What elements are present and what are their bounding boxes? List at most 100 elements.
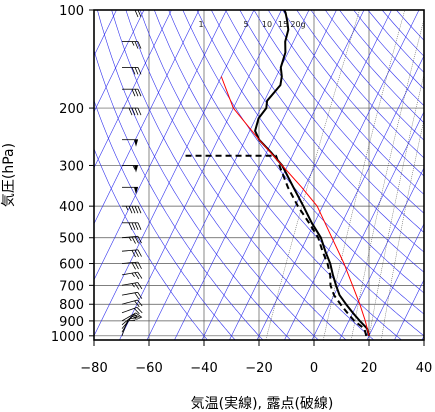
barb-flag: [131, 236, 136, 244]
barb-flag: [137, 206, 142, 214]
mixing-ratio-lines: [265, 10, 424, 340]
mixing-ratio-label: 10: [262, 20, 272, 29]
barb-half-flag: [132, 165, 136, 170]
dry-adiabat: [94, 99, 236, 340]
mixing-ratio-line: [351, 18, 424, 340]
wind-barb: [122, 165, 138, 173]
dry-adiabat: [310, 10, 424, 141]
barb-flag: [137, 249, 142, 257]
y-tick-label: 300: [59, 159, 84, 174]
dry-adiabat: [367, 10, 424, 73]
barb-flag: [137, 271, 143, 279]
dry-adiabat: [168, 10, 424, 337]
barb-flag: [137, 10, 142, 18]
dry-adiabat: [225, 10, 424, 253]
barb-flag: [128, 222, 133, 230]
barb-half-flag: [125, 206, 129, 211]
wind-barbs: [121, 10, 143, 336]
x-tick-label: −60: [135, 361, 162, 376]
x-tick-label: 0: [310, 361, 318, 376]
isotherm-line: [94, 10, 172, 169]
dry-adiabat: [94, 147, 208, 340]
barb-flag: [131, 107, 136, 116]
isotherm-line: [94, 10, 227, 281]
wind-barb: [121, 249, 142, 258]
dry-adiabat: [111, 10, 319, 340]
isotherm-line: [146, 10, 310, 340]
barb-flag: [137, 282, 143, 290]
barb-flag: [137, 107, 142, 116]
barb-half-flag: [131, 316, 137, 319]
isotherm-line: [229, 10, 392, 340]
dry-adiabat: [196, 10, 424, 294]
barb-half-flag: [131, 283, 135, 288]
y-tick-label: 900: [59, 315, 84, 330]
mixing-ratio-labels: 1 5 10 15 20g: [198, 20, 305, 29]
wind-barb: [122, 41, 142, 49]
dry-adiabat: [125, 10, 347, 340]
dry-adiabat: [139, 10, 374, 340]
isotherm-line: [94, 10, 145, 113]
dry-adiabat: [211, 10, 424, 273]
barb-flag: [137, 89, 142, 97]
wind-barb: [122, 222, 142, 230]
dry-adiabat: [239, 10, 424, 233]
isotherm-line: [394, 279, 424, 340]
barb-flag: [134, 236, 139, 244]
wind-barb: [121, 261, 142, 270]
wind-barb: [121, 314, 142, 326]
isotherm-line: [119, 10, 282, 340]
wind-barb: [121, 291, 143, 300]
barb-flag: [134, 206, 139, 214]
barb-flag: [133, 308, 140, 315]
mixing-ratio-label: 5: [243, 20, 248, 29]
barb-pennant: [134, 187, 138, 195]
barb-flag: [134, 262, 139, 270]
dry-adiabats: [94, 10, 424, 340]
barb-flag: [137, 292, 143, 299]
barb-staff: [121, 306, 138, 314]
barb-flag: [134, 300, 140, 308]
wind-barb: [121, 312, 143, 322]
mixing-ratio-label: 1: [198, 20, 203, 29]
mixing-ratio-label: 20g: [290, 20, 305, 29]
barb-staff: [121, 316, 133, 329]
plot-area: [94, 10, 424, 340]
profile-lines: [182, 10, 370, 337]
y-tick-label: 800: [59, 298, 84, 313]
wind-barb: [122, 88, 142, 97]
y-tick-label: 500: [59, 232, 84, 247]
barb-half-flag: [133, 314, 138, 318]
x-tick-label: −80: [80, 361, 107, 376]
barb-flag: [134, 314, 142, 319]
isotherm-line: [94, 10, 255, 337]
dry-adiabat: [267, 10, 424, 195]
barb-flag: [137, 41, 142, 49]
barb-half-flag: [131, 272, 135, 277]
barb-flag: [134, 292, 140, 300]
isotherm-line: [174, 10, 337, 340]
y-tick-label: 100: [59, 4, 84, 19]
y-tick-label: 400: [59, 200, 84, 215]
barb-pennant: [134, 165, 138, 173]
barb-flag: [128, 107, 133, 116]
barb-flag: [134, 41, 139, 49]
mixing-ratio-line: [323, 10, 406, 340]
mixing-ratio-line: [265, 10, 360, 340]
barb-flag: [131, 89, 136, 97]
wind-barb: [121, 271, 143, 280]
isotherm-line: [256, 10, 420, 340]
axes: −80 −60 −40 −20 0 20 40 100 200 300 400 500 600 700 80…: [51, 4, 432, 376]
barb-pennant: [134, 139, 138, 147]
barb-flag: [134, 67, 139, 75]
barb-flag: [131, 222, 136, 230]
dry-adiabat: [94, 49, 264, 340]
wind-barb: [121, 235, 142, 244]
mixing-ratio-line: [368, 73, 424, 340]
dry-adiabat: [253, 10, 424, 214]
y-tick-label: 200: [59, 102, 84, 117]
barb-flag: [134, 282, 140, 290]
dewpoint-line: [182, 154, 368, 337]
barb-flag: [135, 312, 143, 318]
wind-barb: [122, 186, 138, 195]
